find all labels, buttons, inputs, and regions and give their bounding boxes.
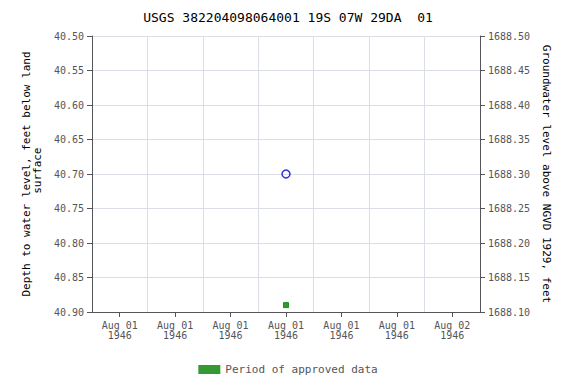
- svg-text:1688.40: 1688.40: [488, 100, 530, 111]
- svg-text:1946: 1946: [219, 330, 243, 341]
- svg-text:1946: 1946: [108, 330, 132, 341]
- svg-text:USGS 382204098064001 19S 07W 2: USGS 382204098064001 19S 07W 29DA 01: [143, 10, 433, 25]
- svg-text:Groundwater level above NGVD 1: Groundwater level above NGVD 1929, feet: [540, 45, 553, 303]
- svg-text:Aug 01: Aug 01: [323, 319, 360, 331]
- svg-text:1688.45: 1688.45: [488, 65, 530, 76]
- svg-text:40.85: 40.85: [54, 272, 84, 283]
- svg-text:1688.20: 1688.20: [488, 238, 530, 249]
- svg-text:1946: 1946: [274, 330, 298, 341]
- svg-text:1946: 1946: [385, 330, 409, 341]
- svg-text:40.80: 40.80: [54, 238, 84, 249]
- svg-text:1946: 1946: [329, 330, 353, 341]
- svg-text:1688.10: 1688.10: [488, 307, 530, 318]
- svg-text:Period of approved data: Period of approved data: [225, 363, 377, 376]
- svg-text:40.55: 40.55: [54, 65, 84, 76]
- svg-text:40.90: 40.90: [54, 307, 84, 318]
- svg-text:1688.15: 1688.15: [488, 272, 530, 283]
- svg-text:Aug 01: Aug 01: [212, 319, 249, 331]
- svg-text:1688.35: 1688.35: [488, 134, 530, 145]
- svg-text:surface: surface: [31, 148, 44, 201]
- svg-text:Aug 02: Aug 02: [434, 319, 471, 331]
- svg-text:Aug 01: Aug 01: [157, 319, 194, 331]
- svg-text:1946: 1946: [163, 330, 187, 341]
- svg-text:40.75: 40.75: [54, 203, 84, 214]
- svg-text:40.60: 40.60: [54, 100, 84, 111]
- svg-text:40.65: 40.65: [54, 134, 84, 145]
- svg-text:40.70: 40.70: [54, 169, 84, 180]
- svg-text:1946: 1946: [440, 330, 464, 341]
- svg-text:Aug 01: Aug 01: [267, 319, 305, 331]
- svg-text:40.50: 40.50: [54, 31, 84, 42]
- svg-text:Depth to water level, feet bel: Depth to water level, feet below land: [20, 51, 33, 297]
- svg-text:Aug 01: Aug 01: [101, 319, 138, 331]
- svg-text:Aug 01: Aug 01: [378, 319, 415, 331]
- svg-text:1688.30: 1688.30: [488, 169, 530, 180]
- svg-text:1688.25: 1688.25: [488, 203, 530, 214]
- svg-text:1688.50: 1688.50: [488, 31, 530, 42]
